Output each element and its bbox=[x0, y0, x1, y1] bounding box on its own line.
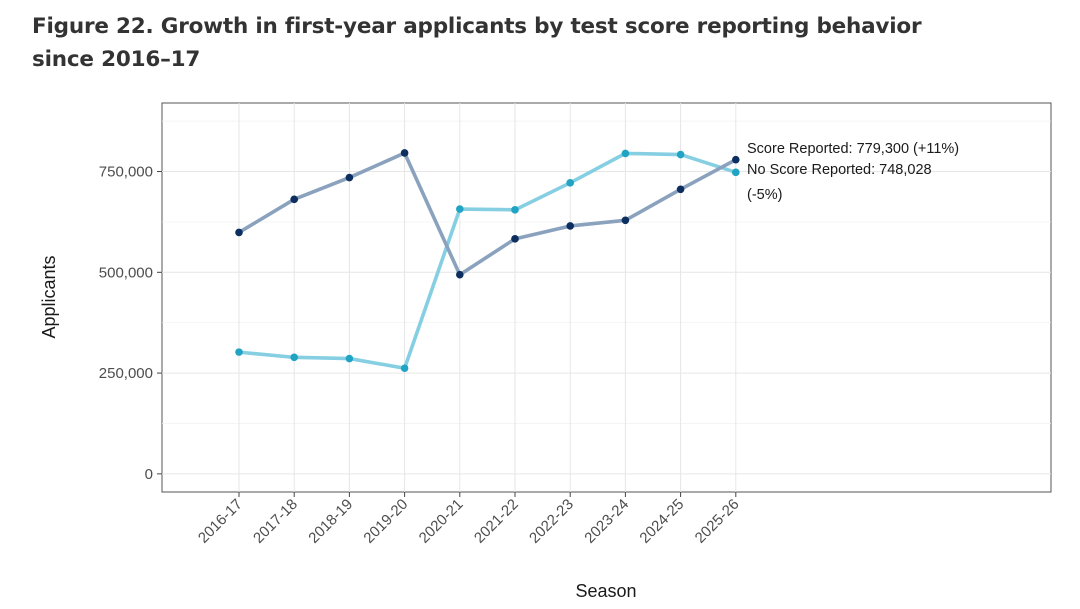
data-point-score-reported bbox=[732, 155, 740, 164]
y-tick-label: 250,000 bbox=[99, 365, 153, 382]
x-axis-title: Season bbox=[575, 581, 636, 601]
y-axis-title: Applicants bbox=[39, 255, 59, 338]
annotation-score-reported: Score Reported: 779,300 (+11%) bbox=[747, 141, 959, 157]
data-point-no-score-reported bbox=[456, 205, 464, 213]
annotations: Score Reported: 779,300 (+11%) No Score … bbox=[747, 141, 959, 203]
data-point-score-reported bbox=[400, 149, 409, 157]
y-axis: 0 250,000 500,000 750,000 bbox=[99, 164, 162, 483]
x-tick-label: 2017-18 bbox=[250, 496, 301, 547]
data-point-score-reported bbox=[345, 173, 354, 182]
data-point-score-reported bbox=[621, 216, 630, 225]
data-point-no-score-reported bbox=[566, 179, 574, 187]
figure-title: Figure 22. Growth in first-year applican… bbox=[32, 14, 922, 72]
x-tick-label: 2019-20 bbox=[360, 496, 411, 547]
major-gridlines bbox=[162, 103, 1051, 492]
series-line-no-score-reported bbox=[237, 151, 738, 371]
data-point-no-score-reported bbox=[732, 168, 740, 177]
x-tick-label: 2018-19 bbox=[305, 496, 356, 547]
data-point-score-reported bbox=[511, 235, 519, 243]
data-point-score-reported bbox=[290, 195, 299, 204]
x-tick-label: 2021-22 bbox=[471, 496, 522, 547]
y-tick-label: 500,000 bbox=[99, 264, 153, 281]
data-point-score-reported bbox=[235, 228, 243, 237]
y-tick-label: 750,000 bbox=[99, 164, 153, 181]
series-layer bbox=[235, 149, 740, 373]
x-tick-label: 2022-23 bbox=[526, 496, 577, 547]
data-point-no-score-reported bbox=[235, 348, 243, 356]
data-point-no-score-reported bbox=[345, 354, 354, 363]
x-axis: 2016-17 2017-18 2018-19 2019-20 2020-21 2021-… bbox=[195, 492, 743, 547]
data-point-no-score-reported bbox=[511, 206, 519, 214]
data-point-no-score-reported bbox=[400, 364, 409, 373]
data-point-score-reported bbox=[566, 222, 574, 230]
x-tick-label: 2025-26 bbox=[692, 496, 743, 547]
annotation-no-score-change: (-5%) bbox=[747, 187, 782, 203]
annotation-no-score-reported: No Score Reported: 748,028 bbox=[747, 162, 932, 178]
x-tick-label: 2016-17 bbox=[195, 496, 246, 547]
plot-panel bbox=[161, 102, 1052, 493]
x-tick-label: 2024-25 bbox=[636, 496, 687, 547]
data-point-score-reported bbox=[456, 270, 464, 279]
x-tick-label: 2023-24 bbox=[581, 496, 632, 547]
x-tick-label: 2020-21 bbox=[416, 496, 467, 547]
data-point-no-score-reported bbox=[290, 353, 299, 362]
data-point-no-score-reported bbox=[676, 150, 685, 159]
series-line-score-reported bbox=[237, 151, 738, 277]
y-tick-label: 0 bbox=[145, 466, 153, 483]
data-point-no-score-reported bbox=[621, 149, 630, 158]
data-point-score-reported bbox=[676, 185, 685, 194]
